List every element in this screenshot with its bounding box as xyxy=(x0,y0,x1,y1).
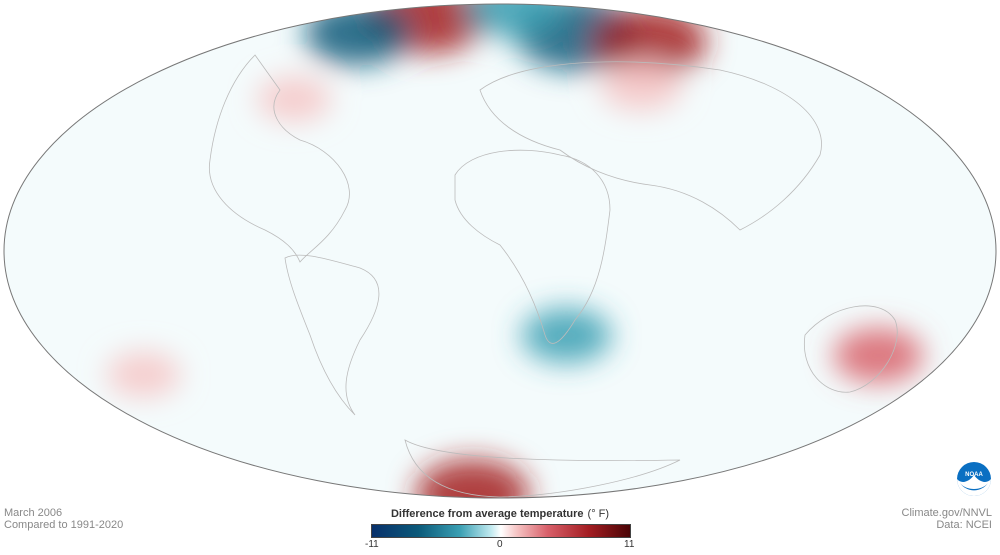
noaa-logo-text: NOAA xyxy=(965,472,983,478)
legend-max-label: 11 xyxy=(624,539,635,550)
anomaly-region xyxy=(106,352,181,397)
north-america-outline xyxy=(208,54,350,263)
south-america-outline xyxy=(284,254,380,416)
anomaly-region xyxy=(599,60,682,111)
globe-background xyxy=(4,4,996,498)
anomaly-region xyxy=(304,4,411,66)
europe-africa-outline xyxy=(454,149,611,344)
legend-title-text: Difference from average temperature xyxy=(390,508,584,520)
baseline-label: Compared to 1991-2020 xyxy=(4,519,124,531)
legend-color-bar xyxy=(371,524,631,538)
period-caption: March 2006 Compared to 1991-2020 xyxy=(4,507,123,531)
anomaly-region xyxy=(592,6,707,77)
globe-outline xyxy=(3,3,997,499)
noaa-logo: NOAA xyxy=(957,462,991,496)
credit-data: Data: NCEI xyxy=(936,519,992,531)
credit-site: Climate.gov/NNVL xyxy=(901,507,992,519)
legend-mid-label: 0 xyxy=(497,539,503,550)
anomaly-region xyxy=(464,4,563,38)
period-label: March 2006 xyxy=(4,507,63,519)
anomaly-region xyxy=(521,307,612,363)
eurasia-outline xyxy=(479,61,822,231)
land-outlines xyxy=(208,54,898,498)
anomaly-region xyxy=(833,327,924,383)
legend-unit: (° F) xyxy=(587,508,610,520)
anomaly-region xyxy=(257,76,332,122)
legend-min-label: -11 xyxy=(365,539,379,550)
legend-title: Difference from average temperature (° F) xyxy=(370,508,630,520)
credits: Climate.gov/NNVL Data: NCEI xyxy=(902,507,992,531)
antarctica-outline xyxy=(404,439,681,498)
australia-outline xyxy=(803,305,898,393)
